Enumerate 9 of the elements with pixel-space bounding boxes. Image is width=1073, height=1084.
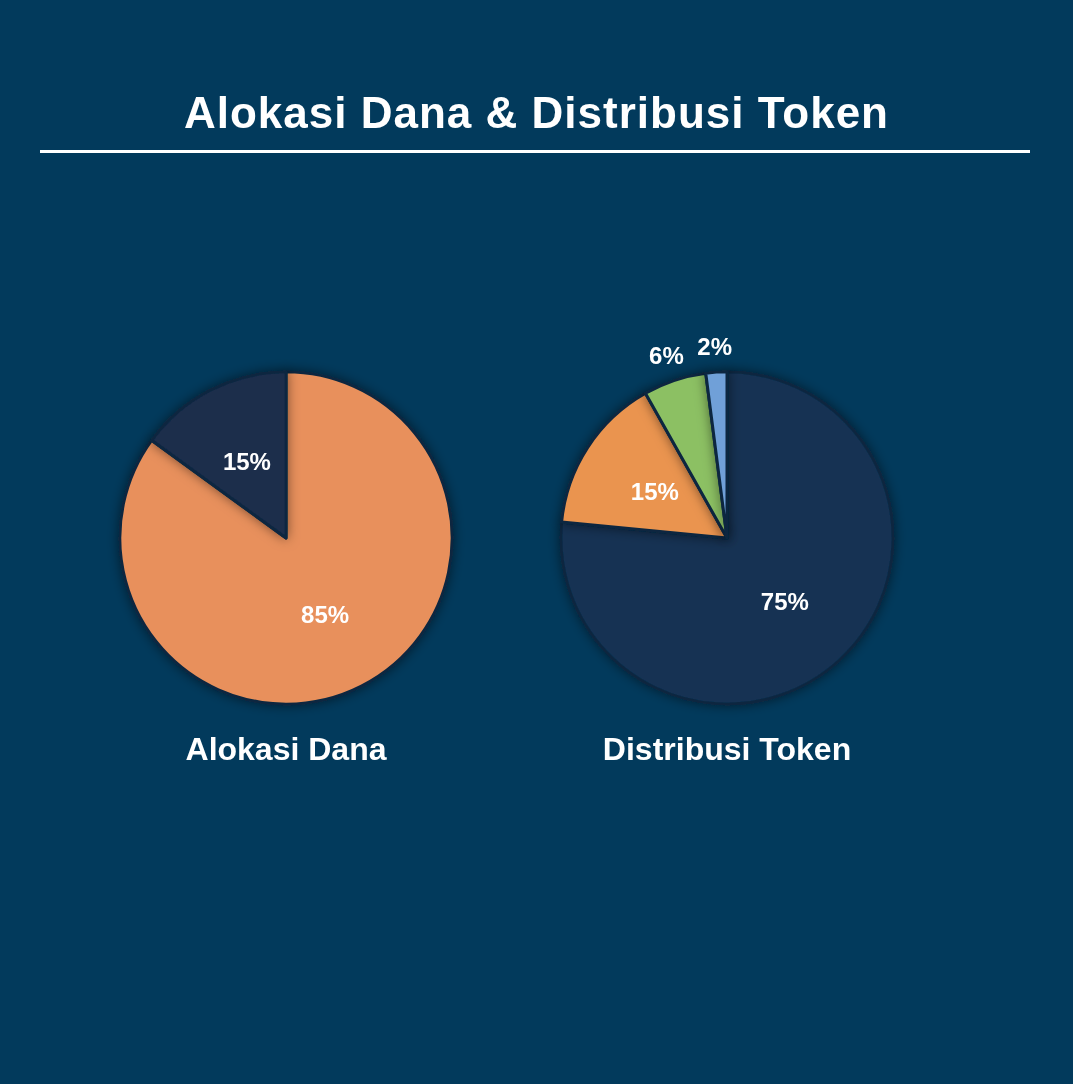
data-label: 15% — [630, 477, 679, 505]
text: Alokasi Dana — [185, 731, 387, 767]
data-label: 85% — [301, 601, 350, 629]
text: Distribusi Token — [602, 731, 852, 767]
data-label: 2% — [697, 332, 733, 360]
text: Alokasi Dana & Distribusi Token — [183, 88, 890, 138]
data-label: 75% — [760, 588, 809, 616]
data-label: 6% — [649, 342, 684, 370]
data-label: 15% — [222, 447, 271, 475]
